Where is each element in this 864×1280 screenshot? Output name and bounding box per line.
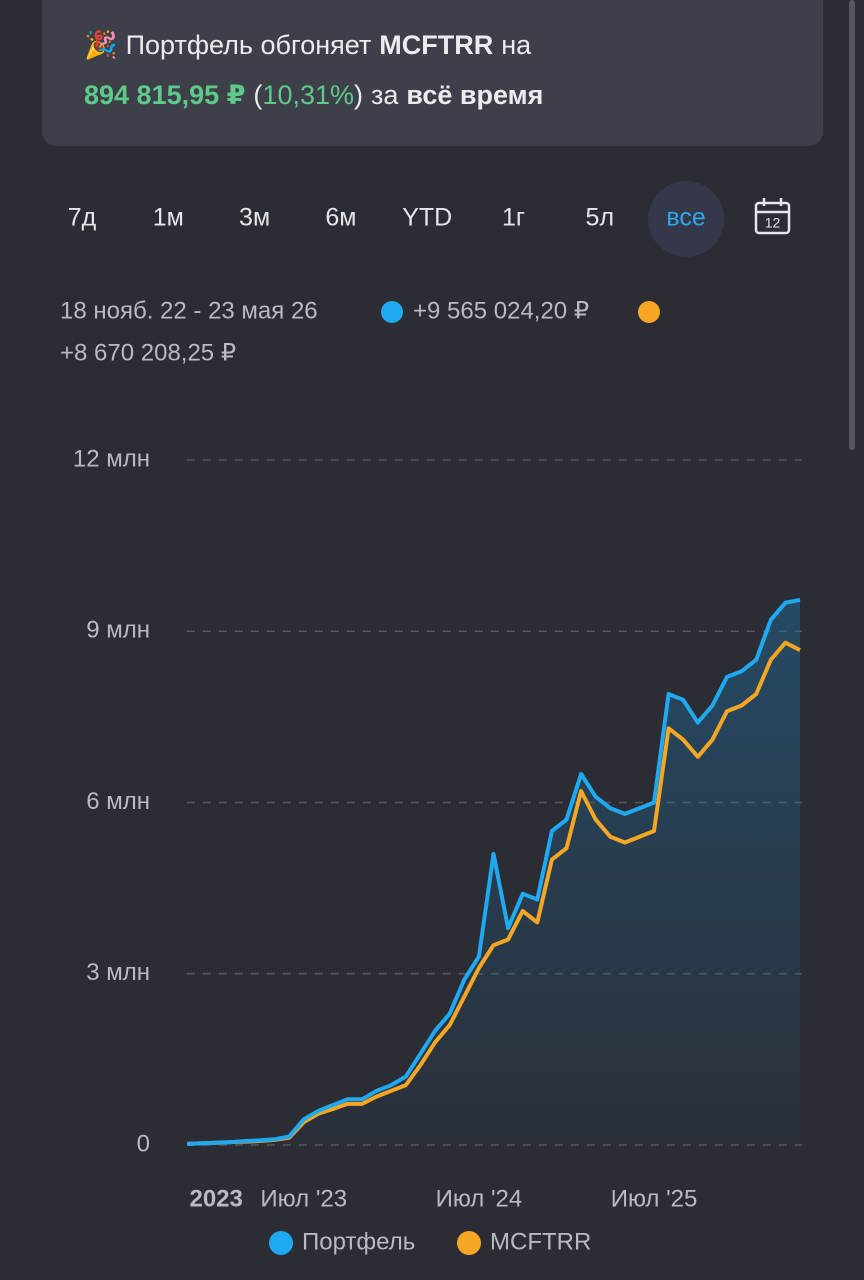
period-button[interactable]: 3м [239, 204, 270, 232]
y-tick-label: 6 млн [86, 788, 150, 815]
series-dot [638, 301, 660, 323]
area [187, 599, 800, 1145]
banner-text: на [501, 30, 532, 60]
banner-line-1: 🎉 Портфель обгоняет MCFTRR на [84, 29, 532, 61]
x-tick-label: Июл '25 [611, 1185, 698, 1212]
y-tick-label: 9 млн [86, 617, 150, 644]
plot: 0 3 млн 6 млн 9 млн 12 млн 2023 Июл '23 Июл '24… [73, 445, 802, 1255]
period-active-bg [648, 181, 725, 257]
x-tick-label: Июл '24 [436, 1185, 523, 1212]
period-button[interactable]: YTD [402, 204, 452, 232]
banner-line-2: 894 815,95 ₽ (10,31%) за всё время [84, 80, 543, 110]
banner-text: ) [354, 80, 363, 110]
x-tick-label: Июл '23 [260, 1185, 347, 1212]
legend-label: MCFTRR [490, 1228, 591, 1255]
legend-marker [269, 1231, 293, 1255]
series-change: +9 565 024,20 ₽ [413, 297, 589, 324]
emoji: 🎉 [84, 29, 118, 61]
period-button[interactable]: 7д [68, 204, 97, 232]
period-button[interactable]: 6м [325, 204, 356, 232]
series-change: +8 670 208,25 ₽ [60, 339, 236, 366]
y-tick-label: 12 млн [73, 445, 150, 472]
period-button[interactable]: 5л [586, 204, 615, 232]
x-tick-label: 2023 [189, 1185, 242, 1212]
period-button[interactable]: 1г [502, 204, 525, 232]
calendar-label: 12 [765, 215, 781, 231]
banner-text: ( [253, 80, 262, 110]
line [186, 597, 801, 1146]
series-dot [381, 301, 403, 323]
period-button[interactable]: 1м [153, 204, 184, 232]
legend-label: Портфель [302, 1228, 415, 1255]
banner-text: Портфель обгоняет [126, 30, 372, 60]
banner-bold: всё время [406, 80, 543, 110]
legend-marker [457, 1231, 481, 1255]
banner [42, 0, 823, 146]
banner-amount: 894 815,95 ₽ [84, 80, 245, 110]
period-button[interactable]: все [666, 204, 705, 232]
calendar-icon [754, 201, 791, 235]
y-tick-label: 3 млн [86, 959, 150, 986]
y-tick-label: 0 [137, 1130, 150, 1157]
period-selector: 7д 1м 3м 6м YTD 1г 5л все [68, 181, 725, 257]
scrollbar [849, 0, 855, 450]
range-label: 18 нояб. 22 - 23 мая 26 [60, 297, 318, 324]
calendar-button[interactable]: 12 [754, 198, 791, 235]
banner-text: за [371, 80, 399, 110]
banner-bold: MCFTRR [379, 30, 493, 60]
banner-percent: 10,31% [262, 80, 354, 110]
